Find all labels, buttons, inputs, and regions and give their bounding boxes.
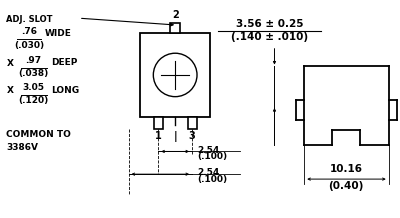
Text: .97: .97 bbox=[25, 56, 41, 65]
Text: 1: 1 bbox=[155, 131, 162, 141]
Text: COMMON TO: COMMON TO bbox=[6, 130, 71, 139]
Text: (.140 ± .010): (.140 ± .010) bbox=[231, 32, 308, 42]
Text: .76: .76 bbox=[21, 27, 37, 36]
Bar bbox=[188, 117, 197, 129]
Text: (.038): (.038) bbox=[18, 68, 48, 78]
Text: 2.54: 2.54 bbox=[197, 168, 219, 177]
Text: 10.16: 10.16 bbox=[330, 164, 362, 174]
Text: LONG: LONG bbox=[51, 86, 79, 95]
Text: ADJ. SLOT: ADJ. SLOT bbox=[6, 15, 53, 24]
Text: |: | bbox=[173, 131, 177, 142]
Text: (0.40): (0.40) bbox=[328, 181, 364, 191]
Text: (.030): (.030) bbox=[14, 41, 44, 50]
Text: 2: 2 bbox=[172, 10, 178, 20]
Bar bbox=[154, 117, 163, 129]
Text: 3.56 ± 0.25: 3.56 ± 0.25 bbox=[236, 19, 303, 29]
Text: X: X bbox=[6, 86, 13, 95]
Text: (.100): (.100) bbox=[197, 175, 227, 184]
Bar bbox=[170, 23, 180, 33]
Text: X: X bbox=[6, 59, 13, 68]
Text: 3.05: 3.05 bbox=[22, 83, 44, 92]
Text: 3: 3 bbox=[189, 131, 196, 141]
Text: 3386V: 3386V bbox=[6, 143, 38, 152]
Bar bbox=[140, 33, 210, 117]
Text: DEEP: DEEP bbox=[51, 58, 78, 67]
Text: 2.54: 2.54 bbox=[197, 146, 219, 155]
Text: (.120): (.120) bbox=[18, 96, 48, 105]
Text: WIDE: WIDE bbox=[45, 29, 72, 38]
Text: (.100): (.100) bbox=[197, 152, 227, 162]
